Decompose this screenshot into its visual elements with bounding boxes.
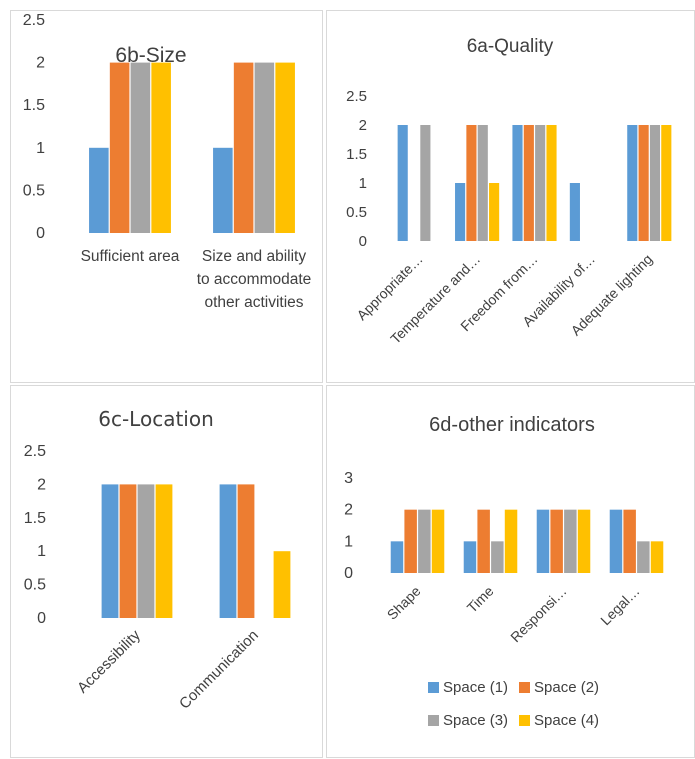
bar [491,541,504,573]
chart-legend: Space (1) Space (2) Space (3) Space (4) [327,386,695,759]
bar [420,125,431,241]
bar [404,509,417,573]
bar [661,125,672,241]
y-tick-label: 1.5 [346,146,367,163]
y-tick-label: 2.5 [346,88,367,105]
bar [489,183,500,241]
x-tick-label: Communication [176,627,262,713]
bar [431,509,445,573]
bar [455,183,466,241]
legend-swatch [428,715,439,726]
bar [638,125,649,241]
bar [130,62,151,233]
legend-swatch [428,682,439,693]
bar [477,509,490,573]
bar [155,484,173,618]
bar [466,125,477,241]
y-tick-label: 3 [344,470,353,487]
bar [213,147,233,233]
bar [569,183,580,241]
legend-label: Space (3) [443,712,509,729]
bar [233,62,254,233]
bar [650,541,664,573]
y-tick-label: 0.5 [23,182,45,199]
y-tick-label: 1 [36,140,45,157]
bar [550,509,563,573]
bar [523,125,534,241]
y-tick-label: 0 [36,225,45,242]
legend-label: Space (4) [534,712,600,729]
bar [101,484,119,618]
x-tick-label: to accommodate [197,271,312,288]
chart-title: 6a-Quality [467,36,554,57]
bar [463,541,477,573]
chart-panel-quality: 6a-Quality 0 0.5 1 1.5 2 2.5 Appropriate… Temper… [326,10,695,383]
legend-label: Space (1) [443,679,509,696]
y-tick-label: 2.5 [24,443,46,460]
bar [237,484,255,618]
y-tick-label: 2 [359,117,367,134]
chart-panel-size: 6b-Size 0 0.5 1 1.5 2 2.5 Sufficient area Size a… [10,10,323,383]
bar [627,125,638,241]
y-tick-label: 0.5 [346,204,367,221]
x-tick-label: other activities [204,294,303,311]
bar [512,125,523,241]
bar [623,509,636,573]
bar [637,541,650,573]
legend-item-space-1: Space (1) [428,679,508,696]
y-tick-label: 1.5 [24,510,46,527]
bar [109,62,130,233]
y-tick-label: 2 [37,476,46,493]
bar [649,125,661,241]
chart-title: 6b-Size [115,44,186,67]
chart-panel-location: 6c-Location 0 0.5 1 1.5 2 2.5 Accessibility Comm… [10,385,323,758]
bar [504,509,518,573]
y-tick-label: 2.5 [23,12,45,29]
legend-item-space-2: Space (2) [519,679,599,696]
legend-label: Space (2) [534,679,600,696]
y-tick-label: 1 [344,533,353,550]
chart-title: 6c-Location [98,407,214,431]
bar [577,509,591,573]
size-chart: 6b-Size 0 0.5 1 1.5 2 2.5 Sufficient area Size a… [23,12,312,311]
bar [418,509,431,573]
y-tick-label: 1.5 [23,97,45,114]
chart-title: 6d-other indicators [429,414,595,436]
bar [477,125,488,241]
legend-item-space-4: Space (4) [519,712,599,729]
y-tick-label: 2 [36,55,45,72]
bar [119,484,137,618]
bar [546,125,557,241]
bar [390,541,404,573]
bar [137,484,155,618]
bar [273,551,291,618]
legend-swatch [519,682,530,693]
bar [536,509,550,573]
y-tick-label: 0 [37,610,46,627]
bar [89,147,109,233]
y-tick-label: 0 [359,233,367,250]
bar [151,62,171,233]
bar [609,509,623,573]
y-tick-label: 1 [37,543,46,560]
legend-swatch [519,715,530,726]
y-tick-label: 0 [344,565,353,582]
bar [397,125,408,241]
quality-chart: 6a-Quality00.511.522.5Appropriate…Temper… [346,36,672,347]
chart-panel-other-indicators: 6d-other indicators 0 1 2 3 Shape Time Responsi… [326,385,695,758]
bar [535,125,546,241]
y-tick-label: 0.5 [24,577,46,594]
y-tick-label: 1 [359,175,367,192]
bar [254,62,275,233]
bar [219,484,237,618]
bar [275,62,295,233]
legend-item-space-3: Space (3) [428,712,508,729]
x-tick-label: Sufficient area [81,248,180,265]
location-chart: 6c-Location 0 0.5 1 1.5 2 2.5 Accessibility Comm… [24,407,291,713]
x-tick-label: Size and ability [202,248,307,265]
x-tick-label: Accessibility [74,626,144,696]
y-tick-label: 2 [344,502,353,519]
bar [564,509,577,573]
